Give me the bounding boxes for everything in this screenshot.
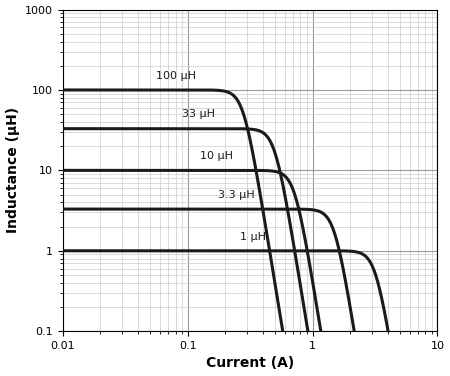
Text: 1 μH: 1 μH (239, 232, 266, 242)
Y-axis label: Inductance (μH): Inductance (μH) (5, 107, 19, 233)
Text: 33 μH: 33 μH (182, 109, 215, 120)
Text: 100 μH: 100 μH (156, 71, 196, 81)
Text: 3.3 μH: 3.3 μH (218, 190, 255, 200)
Text: 10 μH: 10 μH (200, 151, 233, 161)
X-axis label: Current (A): Current (A) (206, 356, 294, 370)
